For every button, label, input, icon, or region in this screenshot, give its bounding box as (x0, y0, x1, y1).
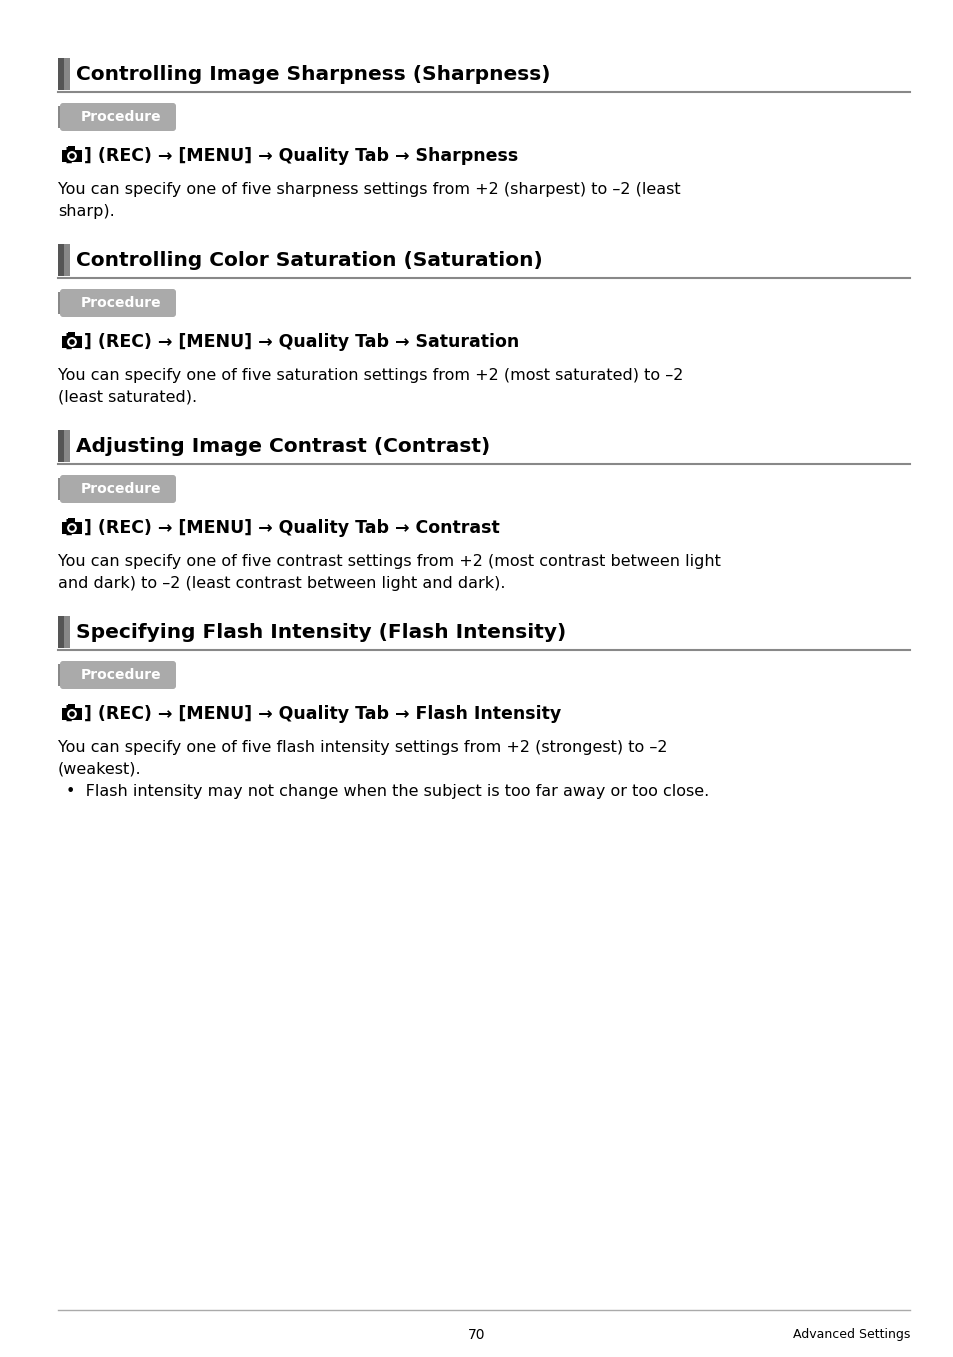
Text: Procedure: Procedure (81, 110, 161, 123)
Circle shape (68, 152, 76, 160)
FancyBboxPatch shape (58, 292, 63, 313)
Circle shape (68, 338, 76, 346)
FancyBboxPatch shape (62, 337, 82, 347)
Text: ] (REC) → [MENU] → Quality Tab → Contrast: ] (REC) → [MENU] → Quality Tab → Contras… (84, 518, 499, 537)
FancyBboxPatch shape (69, 332, 75, 337)
Text: 70: 70 (468, 1329, 485, 1342)
Text: You can specify one of five saturation settings from +2 (most saturated) to –2: You can specify one of five saturation s… (58, 368, 682, 383)
FancyBboxPatch shape (64, 616, 70, 649)
FancyBboxPatch shape (60, 103, 175, 132)
Text: You can specify one of five contrast settings from +2 (most contrast between lig: You can specify one of five contrast set… (58, 554, 720, 569)
Text: Procedure: Procedure (81, 296, 161, 309)
Text: and dark) to –2 (least contrast between light and dark).: and dark) to –2 (least contrast between … (58, 575, 505, 592)
FancyBboxPatch shape (58, 244, 64, 275)
FancyBboxPatch shape (69, 518, 75, 522)
FancyBboxPatch shape (58, 430, 64, 461)
FancyBboxPatch shape (69, 704, 75, 708)
Text: Controlling Image Sharpness (Sharpness): Controlling Image Sharpness (Sharpness) (76, 65, 550, 84)
Text: (weakest).: (weakest). (58, 763, 141, 778)
Text: [: [ (64, 332, 71, 351)
FancyBboxPatch shape (58, 664, 63, 687)
Circle shape (70, 153, 74, 159)
FancyBboxPatch shape (64, 430, 70, 461)
Text: You can specify one of five flash intensity settings from +2 (strongest) to –2: You can specify one of five flash intens… (58, 740, 667, 754)
FancyBboxPatch shape (60, 661, 175, 689)
FancyBboxPatch shape (60, 475, 175, 503)
Text: [: [ (64, 706, 71, 723)
Circle shape (70, 527, 74, 531)
Circle shape (68, 710, 76, 718)
Text: Adjusting Image Contrast (Contrast): Adjusting Image Contrast (Contrast) (76, 437, 490, 456)
Circle shape (68, 524, 76, 532)
Text: [: [ (64, 147, 71, 166)
FancyBboxPatch shape (58, 478, 63, 499)
FancyBboxPatch shape (64, 58, 70, 90)
Text: ] (REC) → [MENU] → Quality Tab → Sharpness: ] (REC) → [MENU] → Quality Tab → Sharpne… (84, 147, 517, 166)
Text: Advanced Settings: Advanced Settings (792, 1329, 909, 1341)
Text: Controlling Color Saturation (Saturation): Controlling Color Saturation (Saturation… (76, 251, 542, 270)
Text: Specifying Flash Intensity (Flash Intensity): Specifying Flash Intensity (Flash Intens… (76, 623, 566, 642)
FancyBboxPatch shape (64, 244, 70, 275)
Text: ] (REC) → [MENU] → Quality Tab → Flash Intensity: ] (REC) → [MENU] → Quality Tab → Flash I… (84, 706, 560, 723)
FancyBboxPatch shape (62, 522, 82, 535)
Text: Procedure: Procedure (81, 668, 161, 683)
FancyBboxPatch shape (58, 106, 63, 128)
Text: You can specify one of five sharpness settings from +2 (sharpest) to –2 (least: You can specify one of five sharpness se… (58, 182, 679, 197)
Text: ] (REC) → [MENU] → Quality Tab → Saturation: ] (REC) → [MENU] → Quality Tab → Saturat… (84, 332, 518, 351)
FancyBboxPatch shape (62, 708, 82, 721)
Text: [: [ (64, 518, 71, 537)
Circle shape (70, 339, 74, 345)
Text: Procedure: Procedure (81, 482, 161, 497)
Circle shape (70, 712, 74, 716)
FancyBboxPatch shape (62, 151, 82, 161)
Text: •  Flash intensity may not change when the subject is too far away or too close.: • Flash intensity may not change when th… (66, 784, 708, 799)
FancyBboxPatch shape (58, 58, 64, 90)
Text: sharp).: sharp). (58, 204, 114, 218)
Text: (least saturated).: (least saturated). (58, 389, 197, 404)
FancyBboxPatch shape (69, 147, 75, 151)
FancyBboxPatch shape (60, 289, 175, 318)
FancyBboxPatch shape (58, 616, 64, 649)
